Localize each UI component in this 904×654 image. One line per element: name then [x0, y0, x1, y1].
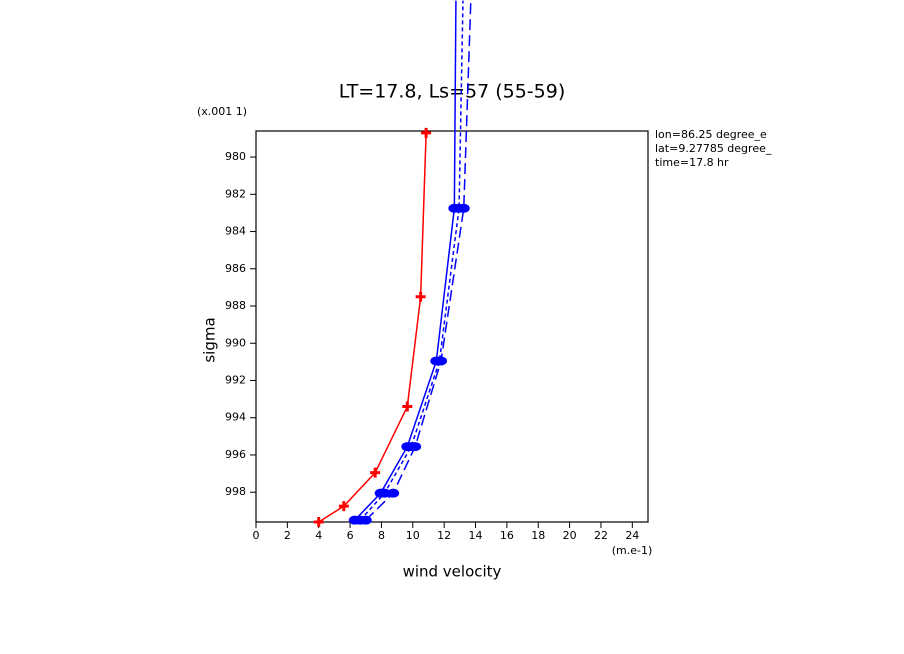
marker: [421, 127, 432, 138]
plot-frame: [255, 130, 649, 523]
marker: [402, 401, 413, 412]
y-axis-label: sigma: [201, 317, 219, 362]
x-tick-label: 0: [253, 529, 260, 542]
series-line: [354, 0, 457, 521]
y-tick-label: 988: [225, 299, 246, 312]
marker: [338, 501, 349, 512]
series-line: [359, 0, 464, 521]
marker: [435, 356, 448, 366]
x-tick-label: 16: [500, 529, 514, 542]
marker: [313, 517, 324, 527]
x-tick-label: 8: [378, 529, 385, 542]
x-tick-label: 14: [469, 529, 483, 542]
y-tick-label: 994: [225, 411, 246, 424]
x-tick-label: 22: [594, 529, 608, 542]
annotation: lat=9.27785 degree_: [655, 142, 772, 155]
x-tick-label: 24: [625, 529, 639, 542]
x-tick-label: 4: [315, 529, 322, 542]
chart-title: LT=17.8, Ls=57 (55-59): [339, 81, 566, 103]
annotation: time=17.8 hr: [655, 156, 729, 169]
x-tick-label: 6: [347, 529, 354, 542]
y-tick-label: 984: [225, 225, 246, 238]
x-axis-label: wind velocity: [403, 563, 502, 581]
marker: [359, 515, 372, 525]
annotation: lon=86.25 degree_e: [655, 128, 767, 141]
marker: [457, 203, 470, 213]
x-tick-label: 2: [284, 529, 291, 542]
y-tick-label: 998: [225, 485, 246, 498]
series-line: [318, 132, 427, 523]
y-tick-label: 992: [225, 373, 246, 386]
y-tick-label: 982: [225, 187, 246, 200]
x-tick-label: 20: [563, 529, 577, 542]
y-tick-label: 990: [225, 336, 246, 349]
x-unit-label: (m.e-1): [612, 544, 653, 557]
x-tick-label: 10: [406, 529, 420, 542]
marker: [370, 467, 381, 478]
marker: [378, 488, 391, 498]
y-tick-label: 986: [225, 262, 246, 275]
y-unit-label: (x.001 1): [197, 105, 247, 118]
series-line: [365, 0, 472, 521]
y-tick-label: 980: [225, 150, 246, 163]
y-tick-label: 996: [225, 448, 246, 461]
x-tick-label: 18: [531, 529, 545, 542]
marker: [409, 442, 422, 452]
marker: [415, 291, 426, 302]
x-tick-label: 12: [437, 529, 451, 542]
marker: [387, 488, 400, 498]
